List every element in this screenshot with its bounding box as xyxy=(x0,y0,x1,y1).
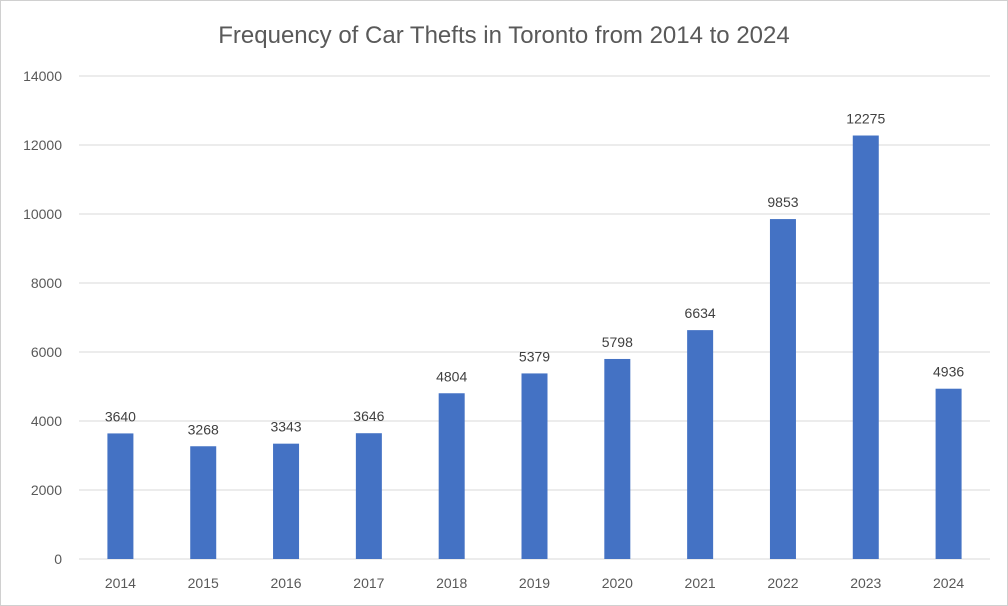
x-tick-label: 2016 xyxy=(270,575,301,591)
data-label: 12275 xyxy=(846,111,885,127)
bar xyxy=(604,358,631,559)
x-tick-label: 2024 xyxy=(933,575,964,591)
data-label: 4804 xyxy=(436,368,467,384)
data-label: 4936 xyxy=(933,364,964,380)
chart-title: Frequency of Car Thefts in Toronto from … xyxy=(218,22,789,49)
y-tick-label: 10000 xyxy=(23,206,62,222)
x-tick-label: 2020 xyxy=(602,575,633,591)
x-tick-label: 2019 xyxy=(519,575,550,591)
bar xyxy=(107,433,134,559)
x-tick-label: 2022 xyxy=(767,575,798,591)
bar xyxy=(852,135,879,559)
x-tick-label: 2014 xyxy=(105,575,136,591)
bar xyxy=(521,373,548,559)
bar xyxy=(935,388,962,559)
bar xyxy=(438,393,465,559)
data-label: 3646 xyxy=(353,408,384,424)
y-tick-label: 6000 xyxy=(31,344,62,360)
y-tick-label: 8000 xyxy=(31,275,62,291)
data-label: 5798 xyxy=(602,334,633,350)
x-tick-label: 2015 xyxy=(188,575,219,591)
data-label: 9853 xyxy=(767,194,798,210)
x-tick-label: 2021 xyxy=(685,575,716,591)
data-label: 5379 xyxy=(519,348,550,364)
x-tick-label: 2017 xyxy=(353,575,384,591)
x-tick-label: 2018 xyxy=(436,575,467,591)
bar xyxy=(769,219,796,559)
y-tick-label: 4000 xyxy=(31,413,62,429)
y-tick-label: 0 xyxy=(54,551,62,567)
x-tick-label: 2023 xyxy=(850,575,881,591)
bar xyxy=(355,433,382,559)
bar xyxy=(273,443,300,559)
data-label: 3268 xyxy=(188,421,219,437)
bar xyxy=(190,446,217,559)
y-tick-label: 2000 xyxy=(31,482,62,498)
y-tick-label: 14000 xyxy=(23,68,62,84)
data-label: 3640 xyxy=(105,408,136,424)
data-label: 3343 xyxy=(270,419,301,435)
y-tick-label: 12000 xyxy=(23,137,62,153)
bar xyxy=(687,330,714,559)
data-label: 6634 xyxy=(685,305,716,321)
